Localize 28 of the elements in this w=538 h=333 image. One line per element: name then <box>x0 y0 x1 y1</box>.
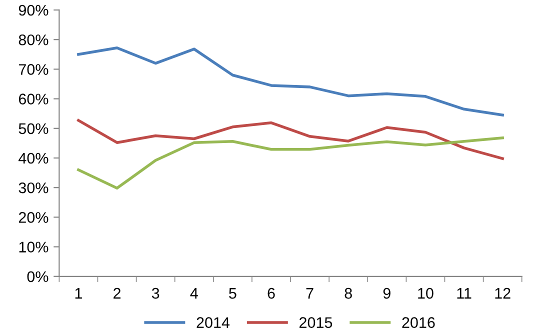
legend-label: 2016 <box>402 317 435 328</box>
x-tick-label: 8 <box>344 288 352 299</box>
y-tick-label: 50% <box>18 123 48 134</box>
x-tick-label: 7 <box>306 288 314 299</box>
y-tick-label: 20% <box>18 212 48 223</box>
x-tick-label: 6 <box>268 288 275 299</box>
y-tick-label: 10% <box>19 242 48 252</box>
y-tick-label: 30% <box>18 182 48 194</box>
y-tick-label: 90% <box>18 4 48 16</box>
line-series <box>77 46 504 116</box>
x-tick-label: 12 <box>495 288 510 299</box>
x-tick-label: 4 <box>190 288 198 299</box>
y-tick-label: 70% <box>18 64 48 75</box>
x-tick-label: 5 <box>229 288 236 299</box>
x-tick-label: 11 <box>457 288 472 299</box>
line-series <box>77 136 504 190</box>
legend-label: 2014 <box>196 317 230 328</box>
legend-label: 2015 <box>300 317 332 328</box>
y-tick-label: 0% <box>27 271 48 282</box>
y-tick-label: 40% <box>18 152 48 164</box>
x-tick-label: 2 <box>114 288 120 299</box>
y-tick-label: 80% <box>18 34 48 46</box>
x-tick-label: 1 <box>75 288 82 299</box>
x-tick-label: 3 <box>152 288 160 299</box>
x-tick-label: 9 <box>383 288 390 299</box>
x-tick-label: 10 <box>418 288 434 299</box>
line-series <box>77 119 504 160</box>
y-tick-label: 60% <box>18 94 48 104</box>
